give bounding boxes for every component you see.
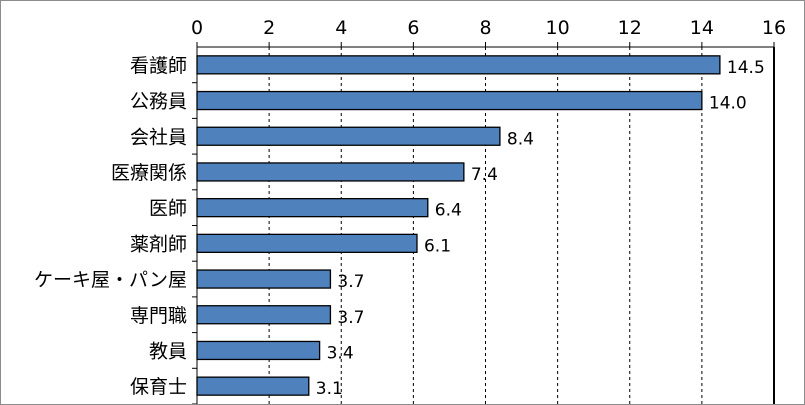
- x-tick-label: 10: [546, 17, 570, 39]
- x-tick-label: 12: [618, 17, 642, 39]
- category-label: 薬剤師: [130, 233, 187, 255]
- category-label: 公務員: [130, 91, 187, 113]
- category-label: 専門職: [130, 305, 187, 327]
- category-label: 看護師: [130, 55, 187, 77]
- category-label: ケーキ屋・パン屋: [34, 269, 187, 291]
- x-tick-label: 8: [479, 17, 491, 39]
- x-tick-label: 6: [407, 17, 419, 39]
- bars: [196, 55, 721, 396]
- value-label: 3.7: [337, 308, 364, 328]
- value-label: 14.5: [727, 58, 765, 78]
- x-tick-label: 2: [263, 17, 275, 39]
- x-tick-label: 4: [335, 17, 347, 39]
- bar: [196, 90, 703, 111]
- value-label: 3.7: [337, 272, 364, 292]
- bar: [196, 126, 501, 146]
- x-tick-labels: 0 2 4 6 8 10 12 14 16: [191, 17, 786, 39]
- value-label: 3.1: [316, 379, 343, 399]
- bar: [196, 340, 321, 361]
- category-label: 会社員: [130, 126, 187, 148]
- value-labels: 14.5 14.0 8.4 7.4 6.4 6.1 3.7 3.7 3.4 3.1: [316, 58, 765, 399]
- category-label: 医師: [149, 198, 187, 220]
- value-label: 7.4: [471, 165, 498, 185]
- bar: [196, 305, 332, 325]
- bar: [196, 376, 310, 396]
- value-label: 6.4: [435, 201, 462, 221]
- category-label: 保育士: [130, 376, 187, 398]
- category-label: 医療関係: [111, 162, 187, 184]
- bar: [196, 233, 418, 254]
- x-tick-label: 14: [690, 17, 714, 39]
- bar: [196, 269, 332, 289]
- bar: [196, 197, 429, 218]
- category-label: 教員: [149, 340, 187, 362]
- value-label: 8.4: [507, 129, 534, 149]
- x-tick-label: 16: [762, 17, 786, 39]
- value-label: 14.0: [709, 94, 747, 114]
- bar: [196, 55, 721, 75]
- value-label: 6.1: [424, 236, 451, 256]
- x-tick-label: 0: [191, 17, 203, 39]
- bar: [196, 162, 465, 182]
- value-label: 3.4: [327, 343, 354, 363]
